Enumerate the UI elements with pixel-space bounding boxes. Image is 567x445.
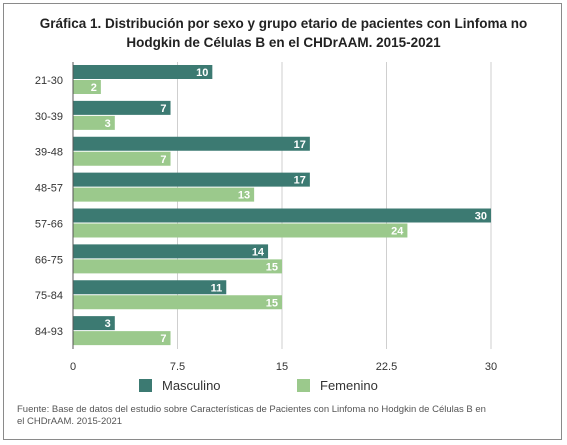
bar-masculino: [73, 280, 227, 295]
bar-value-label: 2: [91, 82, 97, 94]
x-tick-label: 22.5: [376, 361, 397, 373]
bar-femenino: [73, 331, 171, 346]
bar-masculino: [73, 244, 269, 259]
y-category-label: 39-48: [35, 147, 63, 159]
bar-masculino: [73, 208, 491, 223]
bar-masculino: [73, 316, 115, 331]
bar-value-label: 11: [211, 282, 223, 294]
chart-title-line-2: Hodgkin de Células B en el CHDrAAM. 2015…: [126, 35, 441, 50]
bar-femenino: [73, 295, 282, 310]
chart-source: Fuente: Base de datos del estudio sobre …: [17, 404, 552, 428]
legend-item-femenino: Femenino: [297, 378, 378, 393]
y-category-label: 57-66: [35, 218, 63, 230]
y-category-label: 75-84: [35, 290, 63, 302]
bar-value-label: 10: [196, 67, 208, 79]
bar-chart: 0 7.5 15 22.5 30 21-30 10 2 30-39 7 3 39-48 17 7 48-57…: [35, 62, 497, 373]
bar-value-label: 7: [160, 154, 166, 166]
legend-label-femenino: Femenino: [320, 378, 378, 393]
legend-swatch-masculino: [139, 379, 152, 392]
legend-label-masculino: Masculino: [162, 378, 221, 393]
bar-femenino: [73, 223, 408, 238]
bar-value-label: 24: [391, 226, 404, 238]
chart-title: Gráfica 1. Distribución por sexo y grupo…: [14, 14, 553, 52]
bar-masculino: [73, 65, 213, 79]
bar-value-label: 3: [105, 318, 111, 330]
bar-masculino: [73, 100, 171, 115]
bar-masculino: [73, 136, 310, 151]
y-category-label: 30-39: [35, 111, 63, 123]
bar-femenino: [73, 115, 115, 130]
bar-femenino: [73, 151, 171, 166]
y-category-label: 84-93: [35, 326, 63, 338]
chart-source-line-2: el CHDrAAM. 2015-2021: [17, 416, 123, 427]
chart-legend: Masculino Femenino: [4, 378, 563, 398]
bar-value-label: 14: [252, 246, 265, 258]
bar-femenino: [73, 259, 282, 274]
bar-femenino: [73, 80, 101, 94]
bar-masculino: [73, 172, 310, 187]
bar-femenino: [73, 187, 255, 202]
legend-item-masculino: Masculino: [139, 378, 221, 393]
bar-value-label: 13: [238, 190, 250, 202]
bar-value-label: 15: [266, 297, 278, 309]
x-tick-label: 7.5: [170, 361, 185, 373]
bar-value-label: 15: [266, 261, 278, 273]
chart-source-line-1: Fuente: Base de datos del estudio sobre …: [17, 404, 486, 415]
y-category-label: 21-30: [35, 75, 63, 87]
bar-value-label: 3: [105, 118, 111, 130]
chart-title-line-1: Gráfica 1. Distribución por sexo y grupo…: [39, 16, 528, 31]
bar-value-label: 7: [160, 103, 166, 115]
bar-value-label: 17: [294, 139, 306, 151]
bar-value-label: 30: [475, 211, 487, 223]
x-tick-label: 15: [276, 361, 288, 373]
chart-frame: Gráfica 1. Distribución por sexo y grupo…: [3, 3, 562, 440]
legend-swatch-femenino: [297, 379, 310, 392]
bar-value-label: 7: [160, 333, 166, 345]
x-tick-label: 30: [485, 361, 497, 373]
y-category-label: 66-75: [35, 254, 63, 266]
bar-value-label: 17: [294, 175, 306, 187]
x-tick-label: 0: [70, 361, 76, 373]
y-category-label: 48-57: [35, 183, 63, 195]
